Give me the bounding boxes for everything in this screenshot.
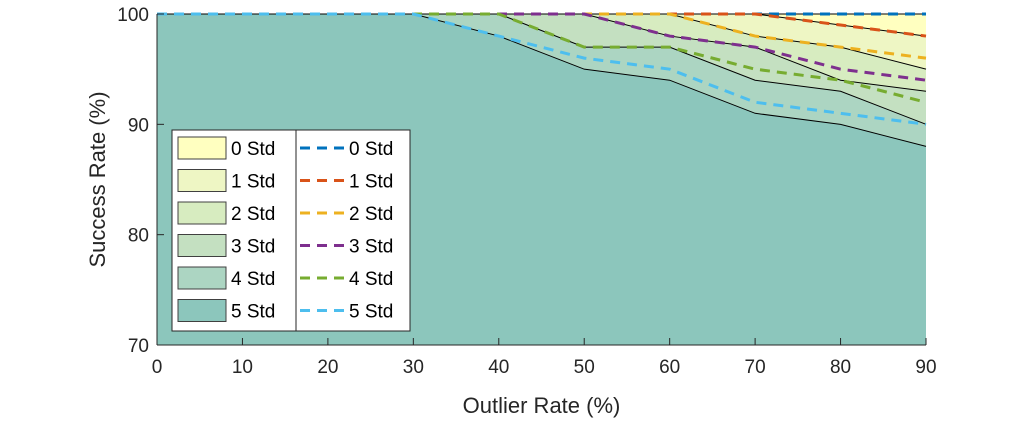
x-ticks: 0 10 20 30 40 50 60 70 80 90	[152, 338, 937, 378]
x-tick-label: 60	[659, 357, 680, 378]
x-tick-label: 30	[403, 357, 424, 378]
y-axis-label: Success Rate (%)	[85, 91, 110, 267]
y-tick-label: 70	[128, 336, 149, 357]
legend-area-swatch	[177, 299, 227, 322]
line-layer	[157, 12, 927, 126]
legend-line-label: 4 Std	[349, 269, 393, 290]
legend-area-label: 5 Std	[231, 302, 275, 323]
y-tick-label: 90	[128, 115, 149, 136]
y-tick-label: 100	[117, 5, 149, 26]
axes	[156, 14, 926, 346]
legend-area-swatch	[177, 266, 227, 290]
legend-area-label: 4 Std	[231, 269, 275, 290]
legend-area-swatch	[177, 136, 227, 160]
x-tick-label: 90	[915, 357, 936, 378]
x-tick-label: 10	[232, 357, 253, 378]
x-tick-label: 40	[488, 357, 509, 378]
legend-area-swatch	[177, 169, 227, 192]
line-1-std	[157, 12, 927, 38]
legend-line-label: 5 Std	[349, 302, 393, 323]
legend-area-label: 3 Std	[231, 237, 275, 258]
legend-area-label: 1 Std	[231, 172, 275, 193]
line-4-std	[157, 12, 927, 104]
y-tick-label: 80	[128, 226, 149, 247]
x-axis-label: Outlier Rate (%)	[463, 393, 621, 418]
legend-area-label: 2 Std	[231, 204, 275, 225]
legend-line-label: 2 Std	[349, 204, 393, 225]
legend-area-swatch	[177, 201, 227, 225]
legend-area-swatch	[177, 234, 227, 257]
legend-line-label: 3 Std	[349, 237, 393, 258]
legend-area-label: 0 Std	[231, 139, 275, 160]
legend: 0 Std 1 Std 2 Std 3 Std 4 Std 5 Std 0 Std 1 Std…	[171, 129, 411, 332]
legend-line-label: 0 Std	[349, 139, 393, 160]
line-2-std	[157, 12, 927, 60]
legend-box	[171, 129, 411, 332]
x-tick-label: 20	[317, 357, 338, 378]
area-boundary-5	[157, 13, 927, 147]
line-5-std	[157, 12, 927, 126]
x-tick-label: 0	[152, 357, 163, 378]
x-tick-label: 80	[830, 357, 851, 378]
x-tick-label: 50	[574, 357, 595, 378]
x-tick-label: 70	[745, 357, 766, 378]
legend-line-label: 1 Std	[349, 172, 393, 193]
y-ticks: 70 80 90 100	[117, 5, 164, 357]
